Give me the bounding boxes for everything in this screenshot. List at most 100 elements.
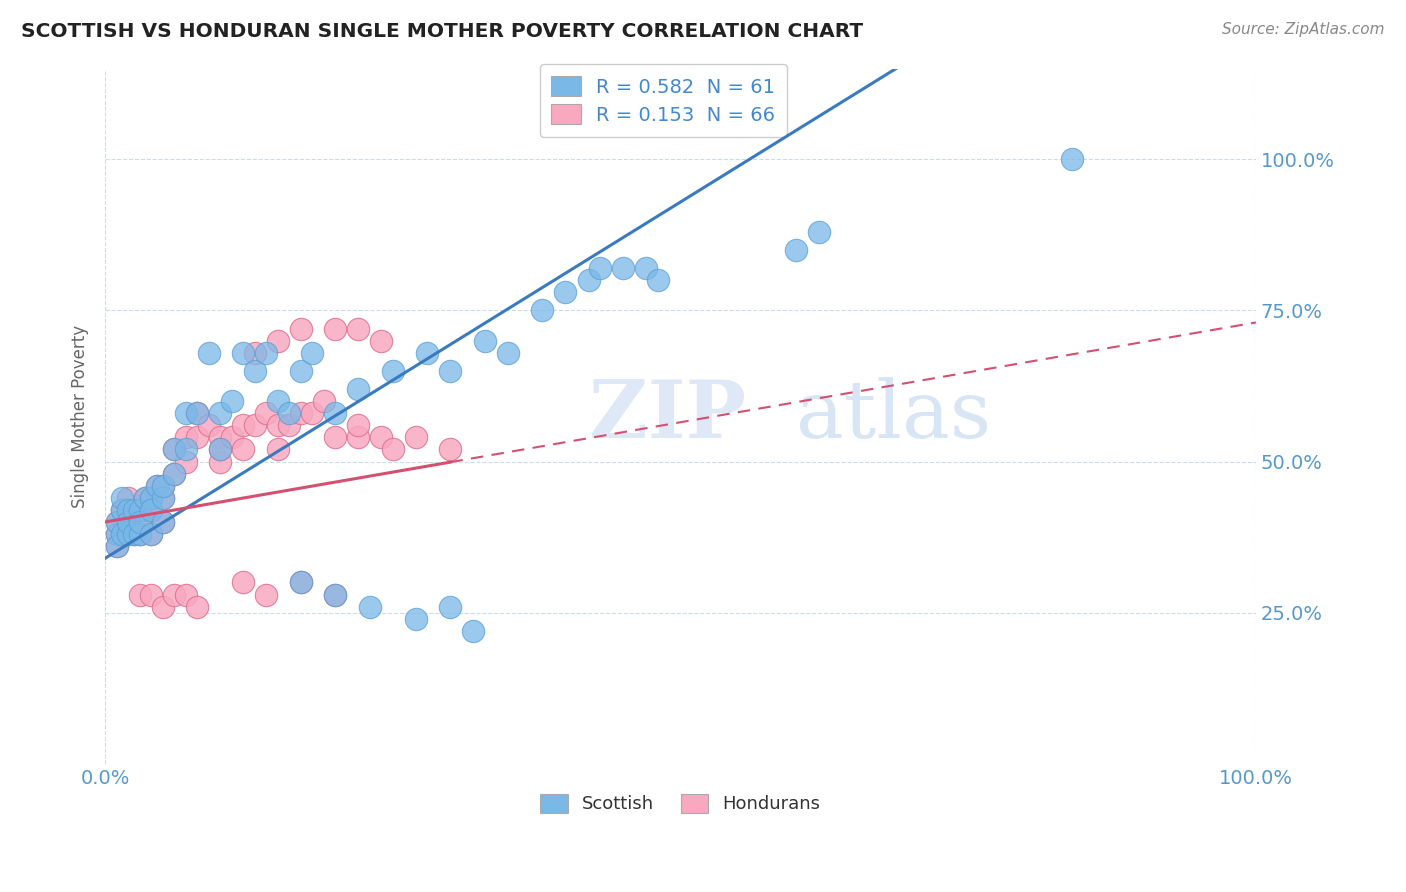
Point [174,430,197,444]
Point [152,515,174,529]
Point [254,406,277,420]
Point [278,406,301,420]
Point [209,430,232,444]
Point [209,406,232,420]
Point [128,503,150,517]
Y-axis label: Single Mother Poverty: Single Mother Poverty [72,325,89,508]
Point [325,430,347,444]
Point [221,394,243,409]
Point [134,491,156,505]
Point [111,503,134,517]
Point [111,491,134,505]
Point [163,442,186,457]
Point [128,527,150,541]
Point [122,503,145,517]
Point [209,442,232,457]
Point [163,442,186,457]
Point [267,394,290,409]
Point [152,515,174,529]
Point [174,442,197,457]
Point [232,418,254,433]
Point [347,321,370,335]
Point [347,382,370,396]
Point [163,467,186,481]
Point [554,285,576,300]
Point [186,406,208,420]
Point [243,345,266,359]
Point [111,527,134,541]
Point [209,454,232,468]
Point [141,491,163,505]
Point [122,527,145,541]
Point [186,599,208,614]
Point [197,418,219,433]
Point [105,515,128,529]
Point [370,334,392,348]
Point [105,539,128,553]
Text: Source: ZipAtlas.com: Source: ZipAtlas.com [1222,22,1385,37]
Point [254,345,277,359]
Point [347,430,370,444]
Point [111,503,134,517]
Point [301,406,323,420]
Point [117,491,139,505]
Point [1060,152,1083,166]
Point [152,491,174,505]
Point [152,479,174,493]
Point [105,515,128,529]
Point [243,418,266,433]
Text: ZIP: ZIP [589,377,745,455]
Point [290,364,312,378]
Point [531,303,554,318]
Point [134,491,156,505]
Point [325,588,347,602]
Point [117,515,139,529]
Point [290,575,312,590]
Point [439,364,461,378]
Point [474,334,496,348]
Point [174,454,197,468]
Point [128,527,150,541]
Point [232,442,254,457]
Point [325,588,347,602]
Point [312,394,335,409]
Point [578,273,600,287]
Point [267,418,290,433]
Point [347,418,370,433]
Point [197,345,219,359]
Point [122,503,145,517]
Point [290,575,312,590]
Point [141,588,163,602]
Point [105,539,128,553]
Point [128,588,150,602]
Text: atlas: atlas [796,377,991,455]
Point [785,243,807,257]
Point [186,430,208,444]
Point [381,442,404,457]
Point [370,430,392,444]
Point [416,345,439,359]
Point [232,575,254,590]
Point [174,406,197,420]
Point [128,503,150,517]
Point [359,599,381,614]
Point [496,345,519,359]
Point [325,406,347,420]
Point [152,599,174,614]
Point [267,334,290,348]
Point [186,406,208,420]
Point [807,225,830,239]
Point [174,588,197,602]
Point [267,442,290,457]
Point [381,364,404,378]
Legend: Scottish, Hondurans: Scottish, Hondurans [530,783,831,824]
Point [146,479,169,493]
Point [634,260,657,275]
Point [301,345,323,359]
Point [117,503,139,517]
Point [141,527,163,541]
Point [111,527,134,541]
Point [405,430,427,444]
Point [209,442,232,457]
Point [152,479,174,493]
